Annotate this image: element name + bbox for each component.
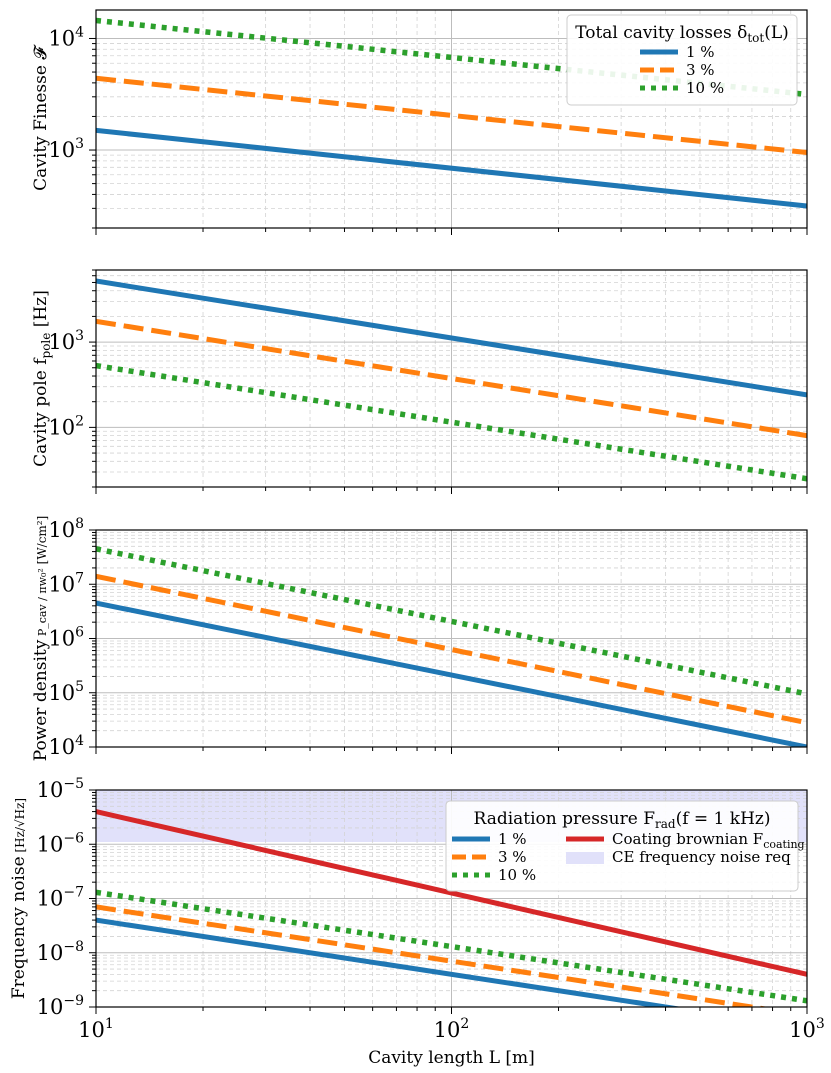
legend-box	[445, 800, 799, 892]
legend-label: 3 %	[686, 61, 715, 79]
legend-title: Radiation pressure Frad(f = 1 kHz)	[474, 809, 771, 831]
series-line-blue	[96, 600, 807, 747]
y-tick-label: 108	[48, 516, 84, 542]
legend-label: 1 %	[498, 830, 527, 848]
y-tick-label: 106	[48, 625, 84, 651]
series-line-blue	[96, 917, 683, 1007]
legend-losses: Total cavity losses δtot(L)1 %3 %10 %	[566, 14, 798, 106]
legend-label: 3 %	[498, 848, 527, 866]
series-line-orange	[96, 318, 807, 439]
y-tick-label: 102	[48, 413, 84, 439]
legend-label: 1 %	[686, 43, 715, 61]
x-tick-label: 101	[78, 1016, 114, 1042]
series-noise	[96, 809, 807, 1007]
series-pole	[96, 278, 807, 482]
series-line-orange	[96, 75, 807, 155]
legend-label: Coating brownian Fcoating	[612, 830, 805, 851]
y-axis-label: Frequency noise [Hz/√Hz]	[9, 798, 29, 999]
y-tick-label: 105	[48, 679, 84, 705]
series-power	[96, 546, 807, 747]
legend-swatch-band	[566, 852, 604, 864]
series-line-blue	[96, 127, 807, 209]
legend-label: 10 %	[686, 79, 724, 97]
y-tick-label: 10−9	[37, 993, 84, 1019]
y-axis-label: Cavity pole fpole [Hz]	[31, 290, 53, 467]
legend-label: CE frequency noise req	[612, 848, 791, 866]
y-tick-label: 104	[48, 733, 84, 759]
legend-box	[566, 14, 798, 106]
x-tick-label: 102	[434, 1016, 470, 1042]
y-tick-label: 10−7	[37, 885, 84, 911]
y-tick-label: 10−5	[37, 776, 84, 802]
legend-radiation: Radiation pressure Frad(f = 1 kHz)1 %3 %…	[445, 800, 805, 892]
y-tick-label: 103	[48, 136, 84, 162]
series-line-blue	[96, 278, 807, 398]
y-tick-label: 107	[48, 570, 84, 596]
y-axis-label: Cavity Finesse 𝓕	[31, 44, 51, 191]
y-tick-label: 103	[48, 328, 84, 354]
x-axis-label: Cavity length L [m]	[368, 1048, 535, 1068]
grid-power	[96, 530, 807, 747]
series-line-orange	[96, 573, 807, 726]
x-tick-label: 103	[789, 1016, 825, 1042]
series-line-red	[96, 809, 807, 977]
y-tick-label: 104	[48, 24, 84, 50]
y-tick-label: 10−8	[37, 939, 84, 965]
y-tick-label: 10−6	[37, 830, 84, 856]
legend-label: 10 %	[498, 866, 536, 884]
legend-title: Total cavity losses δtot(L)	[575, 23, 789, 45]
chart-panel-noise: 10−9 10−8 10−7 10−6 10−5 101 102 103 Cavity leng…	[9, 776, 825, 1068]
series-line-orange	[96, 904, 769, 1007]
y-axis-label: Power density P_cav / πw₀² [W/cm²]	[31, 516, 51, 762]
